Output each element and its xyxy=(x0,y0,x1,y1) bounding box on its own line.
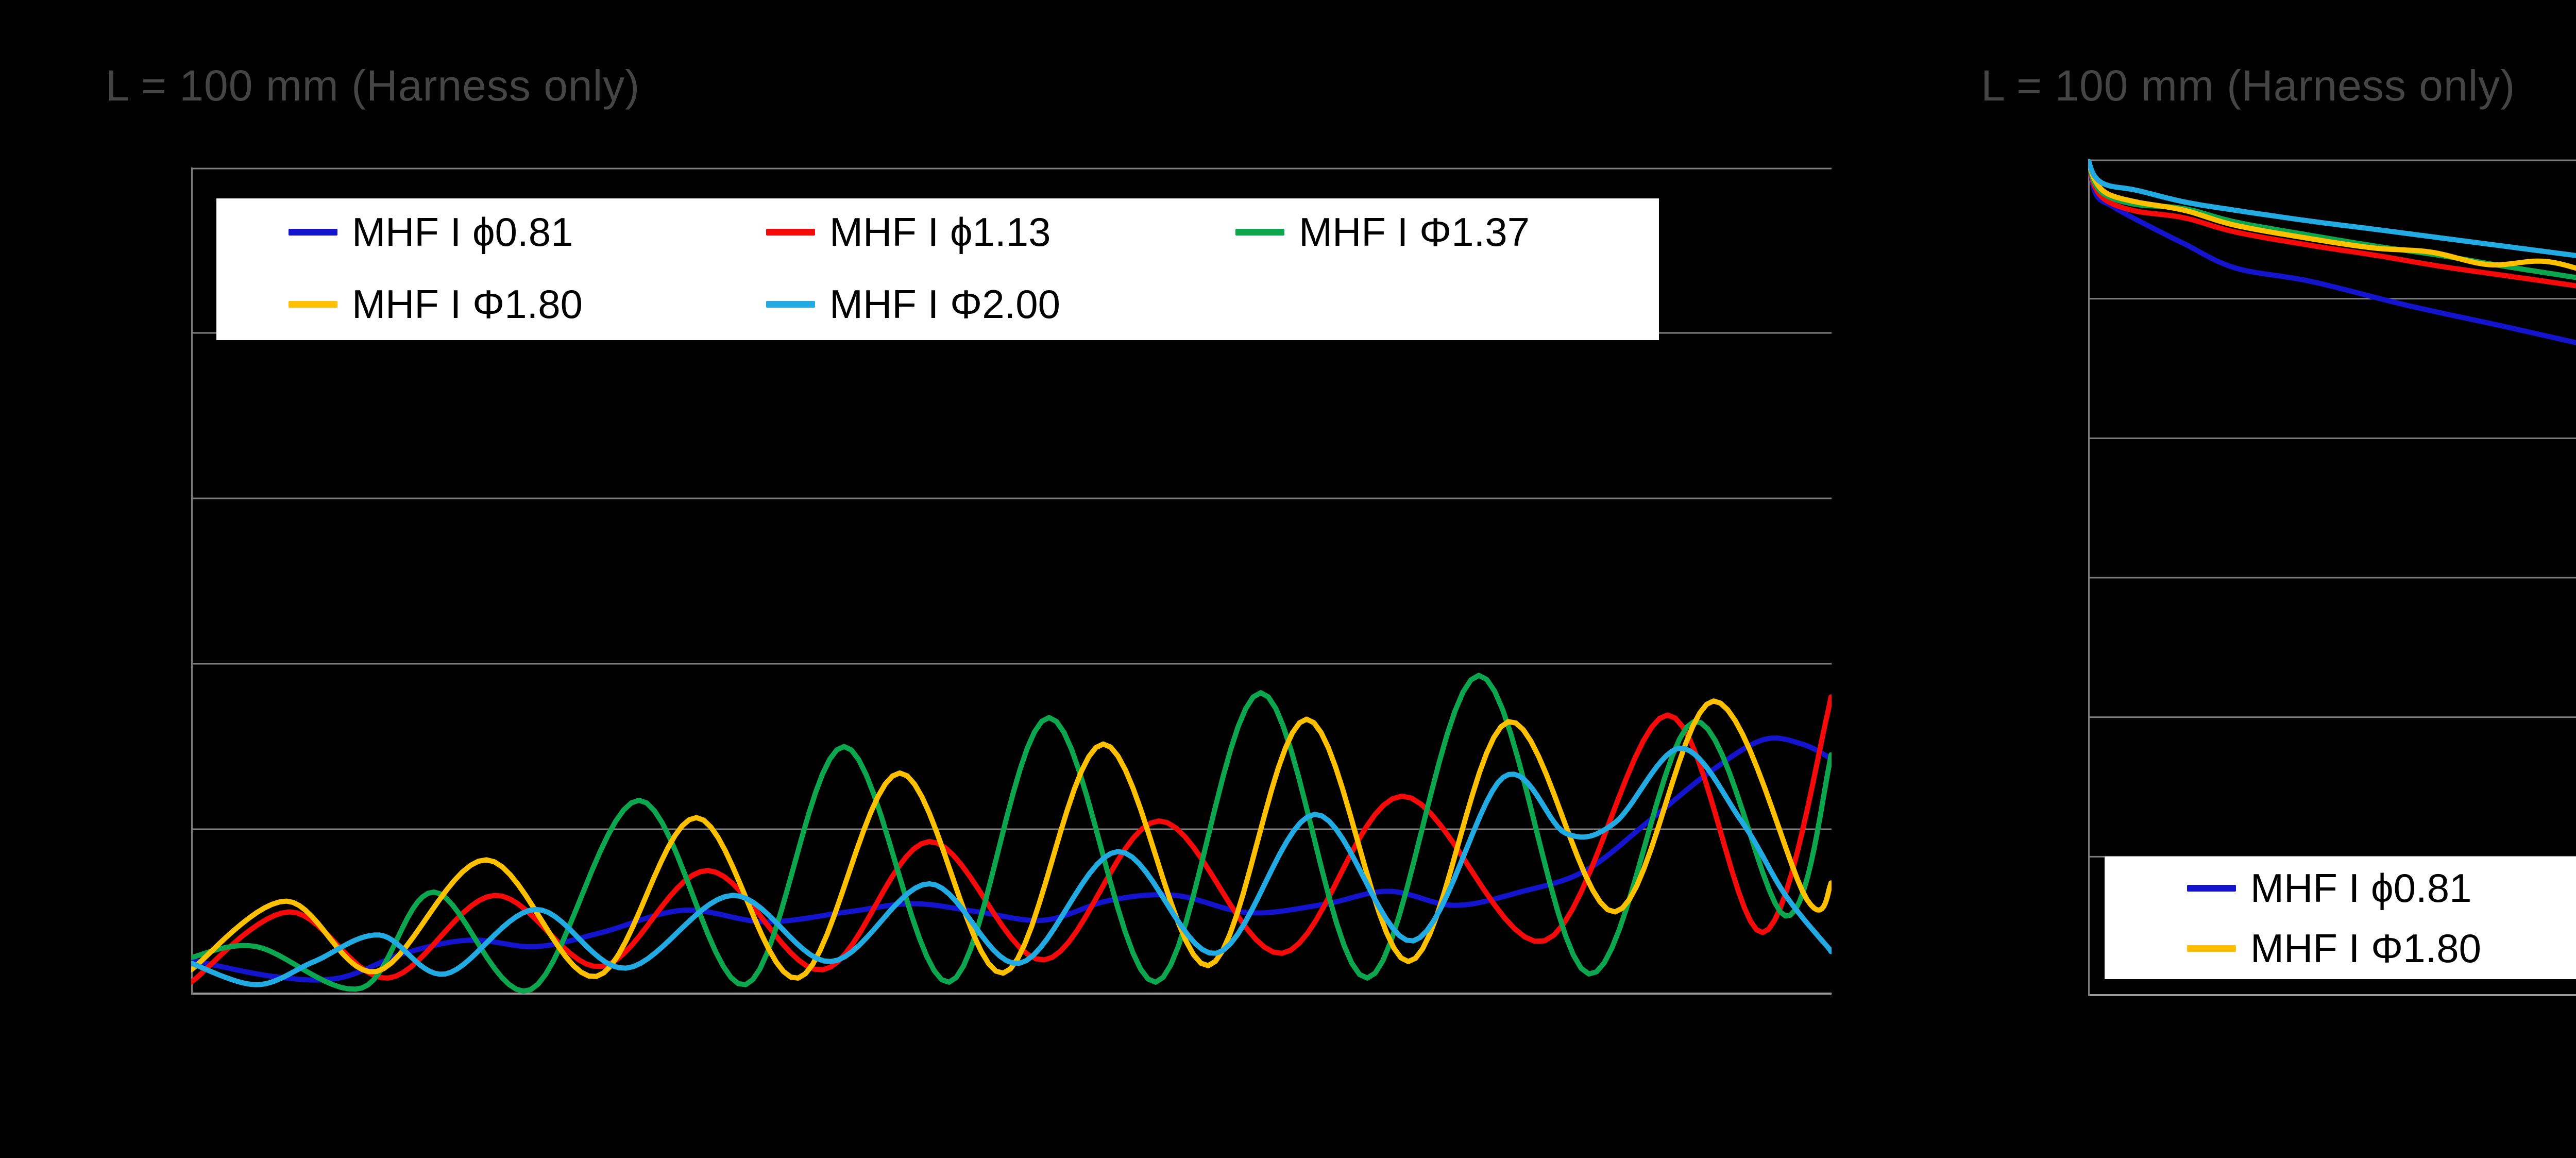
series-line xyxy=(2088,159,2576,280)
legend-dash-red xyxy=(766,228,815,236)
legend-item: MHF I Φ2.00 xyxy=(766,278,1060,330)
legend-label: MHF I ϕ0.81 xyxy=(2250,865,2472,911)
series-line xyxy=(191,745,1832,987)
series-line xyxy=(2088,159,2576,289)
legend-item: MHF I ϕ1.13 xyxy=(766,206,1050,258)
legend-label: MHF I Φ2.00 xyxy=(829,281,1061,327)
series-line xyxy=(2088,159,2576,271)
legend-label: MHF I Φ1.37 xyxy=(1299,209,1530,255)
legend-item: MHF I Φ1.80 xyxy=(2187,922,2481,974)
right-chart-legend: MHF I ϕ0.81 MHF I ϕ1.13 MHF I Φ1.37 MHF … xyxy=(2105,857,2576,979)
series-line xyxy=(191,694,1832,985)
legend-item: MHF I ϕ0.81 xyxy=(2187,862,2471,914)
legend-label: MHF I Φ1.80 xyxy=(2250,925,2482,971)
left-chart-title: L = 100 mm (Harness only) xyxy=(106,61,640,110)
legend-dash-green xyxy=(1235,228,1284,236)
series-line xyxy=(2088,159,2576,346)
legend-label: MHF I Φ1.80 xyxy=(352,281,583,327)
legend-dash-blue xyxy=(2187,884,2236,892)
legend-dash-blue xyxy=(289,228,337,236)
legend-label: MHF I ϕ1.13 xyxy=(829,209,1051,255)
legend-item: MHF I ϕ0.81 xyxy=(289,206,573,258)
legend-item: MHF I Φ1.80 xyxy=(289,278,583,330)
series-line xyxy=(191,673,1832,994)
legend-label: MHF I ϕ0.81 xyxy=(352,209,573,255)
legend-dash-cyan xyxy=(766,300,815,308)
left-chart-legend: MHF I ϕ0.81 MHF I ϕ1.13 MHF I Φ1.37 MHF … xyxy=(216,198,1659,340)
left-plot-area xyxy=(191,167,1832,995)
legend-item: MHF I Φ1.37 xyxy=(1235,206,1530,258)
legend-dash-yellow xyxy=(289,300,337,308)
series-line xyxy=(191,735,1832,983)
right-chart-title: L = 100 mm (Harness only) xyxy=(1981,61,2516,110)
series-line xyxy=(191,698,1832,981)
series-line xyxy=(2088,159,2576,258)
legend-dash-yellow xyxy=(2187,945,2236,952)
